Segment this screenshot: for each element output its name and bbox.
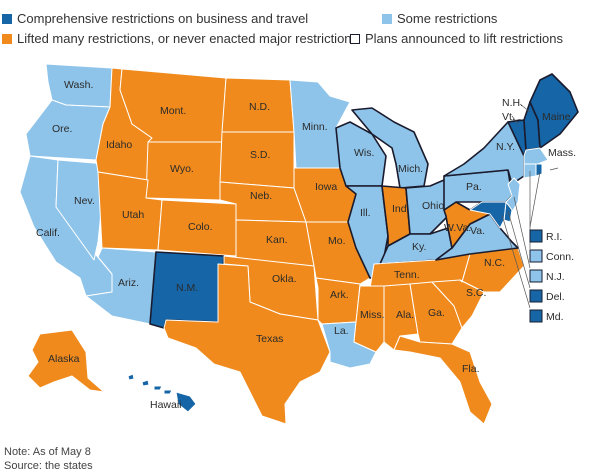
label-sd: S.D. [250,149,270,161]
label-mass: Mass. [548,147,576,159]
legend-label: Comprehensive restrictions on business a… [17,11,309,26]
state-alaska [27,329,105,393]
label-nm: N.M. [176,282,198,294]
label-ala: Ala. [396,309,414,321]
legend-label: Lifted many restrictions, or never enact… [17,31,359,46]
label-nc: N.C. [484,257,505,269]
label-del: Del. [546,291,565,303]
label-mont: Mont. [160,105,186,117]
label-ill: Ill. [360,207,371,219]
state-md [469,201,507,229]
label-nh: N.H. [502,97,523,109]
legend-item-plans: Plans announced to lift restrictions [350,31,563,46]
label-ga: Ga. [428,307,445,319]
label-minn: Minn. [302,121,328,133]
label-hawaii: Hawaii [150,399,182,411]
label-colo: Colo. [188,221,213,233]
label-okla: Okla. [272,273,297,285]
state-nj [505,177,521,213]
legend-item-lifted: Lifted many restrictions, or never enact… [2,31,358,46]
label-ariz: Ariz. [118,277,139,289]
state-ark [315,277,361,325]
label-sc: S.C. [466,287,486,299]
label-nd: N.D. [249,101,270,113]
legend-item-comprehensive: Comprehensive restrictions on business a… [2,11,308,26]
label-wash: Wash. [64,79,93,91]
state-fla [393,335,493,425]
label-ind: Ind. [392,203,410,215]
label-wyo: Wyo. [170,163,194,175]
callout-box-del [529,289,543,303]
label-va: Va. [470,225,485,237]
label-ore: Ore. [52,123,72,135]
label-pa: Pa. [466,181,482,193]
label-maine: Maine [542,111,571,123]
label-iowa: Iowa [315,181,337,193]
label-kan: Kan. [266,234,288,246]
state-maine [529,73,579,149]
label-utah: Utah [122,209,144,221]
label-wis: Wis. [354,147,374,159]
label-tenn: Tenn. [394,269,420,281]
callout-box-ri [529,229,543,243]
state-wis [335,121,387,187]
label-miss: Miss. [360,309,385,321]
source-text: Source: the states [4,460,93,472]
callout-box-nj [529,269,543,283]
legend-swatch [382,13,392,24]
label-ohio: Ohio [422,200,444,212]
label-ri: R.I. [546,231,562,243]
label-la: La. [334,325,349,337]
label-alaska: Alaska [48,353,80,365]
label-conn: Conn. [546,251,574,263]
legend-label: Plans announced to lift restrictions [365,31,563,46]
label-ky: Ky. [412,241,426,253]
label-mo: Mo. [328,235,346,247]
state-texas [163,263,331,425]
label-calif: Calif. [36,227,60,239]
label-vt: Vt. [502,111,515,123]
legend-swatch [2,33,12,44]
label-md: Md. [546,311,564,323]
legend-swatch [350,33,360,44]
label-neb: Neb. [250,190,272,202]
us-map: Wash. Ore. Calif. Nev. Idaho Mont. Wyo. … [19,63,579,425]
state-hawaii [127,373,197,413]
callout-box-conn [529,249,543,263]
label-ark: Ark. [330,289,349,301]
label-ny: N.Y. [496,141,515,153]
label-nj: N.J. [546,271,565,283]
legend-item-some: Some restrictions [382,11,497,26]
label-idaho: Idaho [106,139,132,151]
label-mich: Mich. [398,163,423,175]
note-text: Note: As of May 8 [4,446,91,458]
state-mass [523,147,549,165]
label-texas: Texas [256,333,283,345]
legend-label: Some restrictions [397,11,498,26]
state-wva [443,201,491,249]
state-ri [535,163,543,177]
legend-swatch [2,13,12,24]
callout-box-md [529,309,543,323]
label-wva: W.Va. [444,222,471,234]
label-nev: Nev. [74,195,95,207]
label-fla: Fla. [462,363,480,375]
